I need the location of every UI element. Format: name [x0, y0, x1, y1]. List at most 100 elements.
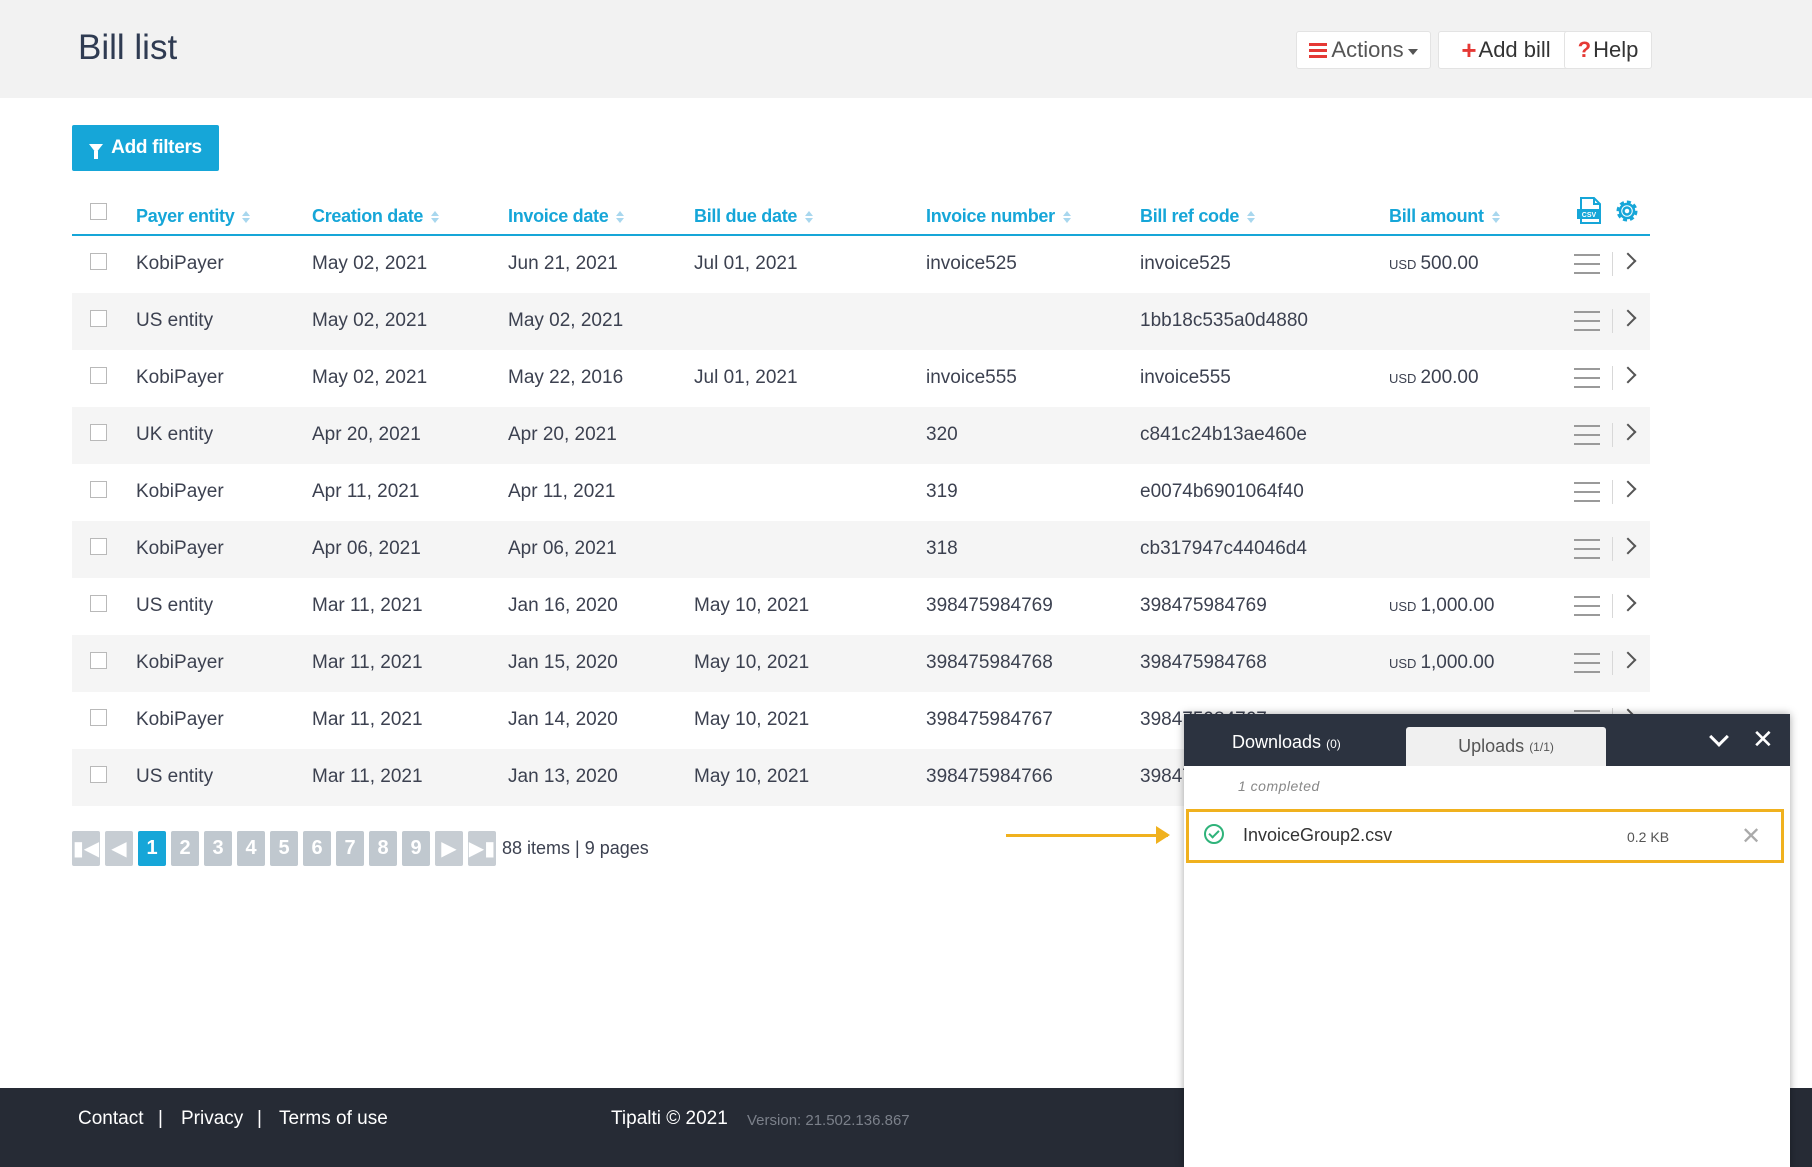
cell-due: May 10, 2021 — [694, 595, 810, 616]
row-checkbox[interactable] — [90, 253, 107, 270]
prev-page-icon[interactable]: ◀ — [105, 831, 133, 866]
table-row[interactable]: KobiPayer Apr 06, 2021 Apr 06, 2021 318 cb31… — [72, 521, 1650, 578]
table-row[interactable]: KobiPayer May 02, 2021 May 22, 2016 Jul 01,… — [72, 350, 1650, 407]
row-checkbox[interactable] — [90, 595, 107, 612]
top-bar: Bill list Actions + Add bill ? Help — [0, 0, 1812, 98]
cell-ref: 1bb18c535a0d4880 — [1140, 310, 1309, 331]
chevron-right-icon[interactable] — [1619, 651, 1637, 669]
column-bill-due-date[interactable]: Bill due date — [694, 206, 814, 227]
cell-payer: KobiPayer — [136, 481, 224, 502]
page-button[interactable]: 8 — [369, 831, 397, 866]
privacy-link[interactable]: Privacy — [181, 1108, 244, 1129]
close-icon[interactable]: ✕ — [1752, 724, 1774, 754]
page-button[interactable]: 1 — [138, 831, 166, 866]
page-button[interactable]: 6 — [303, 831, 331, 866]
table-row[interactable]: US entity May 02, 2021 May 02, 2021 1bb18c5… — [72, 293, 1650, 350]
chevron-right-icon[interactable] — [1619, 309, 1637, 327]
cell-created: May 02, 2021 — [312, 367, 428, 388]
page-button[interactable]: 3 — [204, 831, 232, 866]
table-header: Payer entity Creation date Invoice date … — [72, 196, 1650, 236]
add-filters-button[interactable]: Add filters — [72, 125, 219, 171]
page-button[interactable]: 9 — [402, 831, 430, 866]
csv-export-icon[interactable]: CSV — [1576, 196, 1604, 226]
row-checkbox[interactable] — [90, 709, 107, 726]
cell-invoice-date: Jun 21, 2021 — [508, 253, 618, 274]
column-invoice-number[interactable]: Invoice number — [926, 206, 1071, 227]
currency-code: USD — [1389, 257, 1417, 272]
table-row[interactable]: KobiPayer May 02, 2021 Jun 21, 2021 Jul 01,… — [72, 236, 1650, 293]
first-page-icon[interactable]: ▮◀ — [72, 831, 100, 866]
row-checkbox[interactable] — [90, 367, 107, 384]
cell-payer: UK entity — [136, 424, 214, 445]
table-row[interactable]: KobiPayer Mar 11, 2021 Jan 15, 2020 May 10,… — [72, 635, 1650, 692]
tab-uploads[interactable]: Uploads (1/1) — [1406, 727, 1606, 766]
svg-text:CSV: CSV — [1582, 212, 1597, 219]
row-menu-icon[interactable] — [1574, 368, 1600, 388]
select-all-checkbox[interactable] — [90, 203, 107, 220]
row-checkbox[interactable] — [90, 310, 107, 327]
cell-invoice-date: Apr 20, 2021 — [508, 424, 617, 445]
collapse-icon[interactable] — [1709, 727, 1729, 747]
sort-icon — [431, 211, 440, 224]
chevron-right-icon[interactable] — [1619, 537, 1637, 555]
cell-invoice-date: May 02, 2021 — [508, 310, 624, 331]
chevron-right-icon[interactable] — [1619, 480, 1637, 498]
divider — [1612, 537, 1613, 561]
cell-created: Mar 11, 2021 — [312, 652, 423, 673]
row-menu-icon[interactable] — [1574, 596, 1600, 616]
row-menu-icon[interactable] — [1574, 425, 1600, 445]
cell-payer: KobiPayer — [136, 538, 224, 559]
add-bill-label: Add bill — [1478, 37, 1551, 62]
cell-payer: KobiPayer — [136, 709, 224, 730]
cell-invoice-date: May 22, 2016 — [508, 367, 624, 388]
cell-due: Jul 01, 2021 — [694, 253, 798, 274]
page-button[interactable]: 2 — [171, 831, 199, 866]
column-bill-ref-code[interactable]: Bill ref code — [1140, 206, 1256, 227]
cell-created: Mar 11, 2021 — [312, 709, 423, 730]
row-menu-icon[interactable] — [1574, 539, 1600, 559]
table-row[interactable]: KobiPayer Apr 11, 2021 Apr 11, 2021 319 e007… — [72, 464, 1650, 521]
table-row[interactable]: UK entity Apr 20, 2021 Apr 20, 2021 320 c841… — [72, 407, 1650, 464]
row-checkbox[interactable] — [90, 652, 107, 669]
downloads-label: Downloads — [1232, 732, 1322, 752]
contact-link[interactable]: Contact — [78, 1108, 144, 1129]
page-button[interactable]: 4 — [237, 831, 265, 866]
add-bill-button[interactable]: + Add bill — [1438, 31, 1574, 69]
column-label: Bill ref code — [1140, 206, 1240, 226]
actions-button[interactable]: Actions — [1296, 31, 1431, 69]
tab-downloads[interactable]: Downloads (0) — [1232, 732, 1341, 753]
column-creation-date[interactable]: Creation date — [312, 206, 440, 227]
divider — [1612, 651, 1613, 675]
page-button[interactable]: 5 — [270, 831, 298, 866]
chevron-right-icon[interactable] — [1619, 594, 1637, 612]
row-menu-icon[interactable] — [1574, 482, 1600, 502]
row-menu-icon[interactable] — [1574, 254, 1600, 274]
cell-number: 318 — [926, 538, 958, 559]
row-checkbox[interactable] — [90, 481, 107, 498]
chevron-right-icon[interactable] — [1619, 423, 1637, 441]
chevron-right-icon[interactable] — [1619, 366, 1637, 384]
column-bill-amount[interactable]: Bill amount — [1389, 206, 1500, 227]
page-button[interactable]: 7 — [336, 831, 364, 866]
row-checkbox[interactable] — [90, 766, 107, 783]
footer-separator: | — [257, 1108, 262, 1129]
table-row[interactable]: US entity Mar 11, 2021 Jan 16, 2020 May 10,… — [72, 578, 1650, 635]
column-payer-entity[interactable]: Payer entity — [136, 206, 251, 227]
row-menu-icon[interactable] — [1574, 653, 1600, 673]
remove-icon[interactable]: ✕ — [1741, 823, 1762, 850]
help-button[interactable]: ? Help — [1564, 31, 1652, 69]
last-page-icon[interactable]: ▶▮ — [468, 831, 496, 866]
chevron-right-icon[interactable] — [1619, 252, 1637, 270]
column-invoice-date[interactable]: Invoice date — [508, 206, 625, 227]
cell-bill-amount — [1389, 481, 1393, 503]
row-menu-icon[interactable] — [1574, 311, 1600, 331]
upload-file-size: 0.2 KB — [1627, 829, 1670, 845]
gear-icon[interactable] — [1612, 196, 1642, 226]
next-page-icon[interactable]: ▶ — [435, 831, 463, 866]
cell-invoice-date: Jan 15, 2020 — [508, 652, 618, 673]
amount-value: 500.00 — [1420, 253, 1479, 274]
terms-link[interactable]: Terms of use — [279, 1108, 388, 1129]
divider — [1612, 480, 1613, 504]
row-checkbox[interactable] — [90, 538, 107, 555]
row-checkbox[interactable] — [90, 424, 107, 441]
